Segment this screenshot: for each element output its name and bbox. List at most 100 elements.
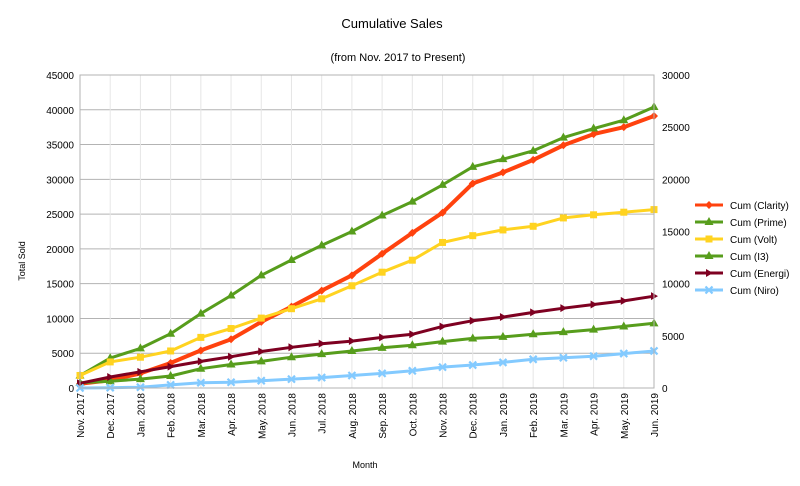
series-point: [136, 353, 144, 361]
series-point: [620, 208, 628, 216]
series-point: [409, 330, 417, 339]
legend-item: Cum (Niro): [695, 285, 779, 297]
series-point: [619, 321, 629, 330]
series-point: [468, 179, 477, 188]
series-line: [78, 321, 656, 385]
series-point: [197, 333, 205, 341]
series-point: [528, 329, 538, 338]
chart-subtitle: (from Nov. 2017 to Present): [331, 52, 466, 64]
series-point: [620, 296, 628, 305]
series-point: [589, 123, 599, 132]
series-point: [348, 282, 356, 290]
series-point: [317, 286, 326, 295]
series-line: [78, 349, 656, 390]
legend-swatch-marker: [704, 285, 714, 295]
series-point: [377, 342, 387, 351]
series-line: [78, 208, 656, 377]
series-point: [256, 356, 266, 365]
x-tick-label: Mar. 2018: [197, 393, 208, 438]
series-point: [379, 333, 387, 342]
series-point: [136, 382, 145, 392]
y-tick-label: 35000: [46, 141, 74, 152]
y2-tick-label: 15000: [662, 228, 690, 239]
x-tick-label: Jun. 2019: [650, 393, 661, 437]
series-point: [469, 232, 477, 240]
series-point: [226, 290, 236, 299]
series-point: [377, 369, 387, 378]
x-tick-label: Jan. 2018: [136, 393, 147, 437]
series-point: [347, 371, 357, 380]
series-point: [619, 115, 629, 124]
series-point: [318, 339, 326, 348]
legend: Cum (Clarity) Cum (Prime) Cum (Volt) Cum (I…: [695, 201, 789, 297]
y2-tick-label: 5000: [662, 332, 685, 343]
grid-lines: [79, 74, 655, 389]
series-point: [408, 228, 417, 237]
series-point: [528, 355, 538, 364]
series-point: [135, 343, 145, 352]
x-tick-label: Feb. 2019: [529, 393, 540, 438]
series-point: [589, 130, 598, 139]
series-point: [287, 374, 296, 384]
series-point: [528, 145, 538, 154]
y-tick-label: 5000: [52, 349, 75, 360]
series-point: [468, 161, 478, 170]
series-point: [438, 362, 447, 372]
series-point: [317, 349, 327, 358]
series-point: [196, 346, 205, 355]
x-tick-label: May. 2019: [620, 393, 631, 439]
series-point: [530, 308, 538, 317]
chart-title: Cumulative Sales: [341, 16, 443, 31]
legend-item: Cum (Clarity): [695, 201, 789, 212]
series-point: [226, 359, 236, 368]
series-point: [469, 316, 477, 325]
y2-tick-label: 20000: [662, 175, 690, 186]
y-tick-label: 20000: [46, 245, 74, 256]
series-point: [317, 240, 327, 249]
series-point: [498, 358, 508, 367]
series-point: [408, 256, 416, 264]
y2-tick-label: 30000: [662, 71, 690, 82]
series-point: [256, 376, 266, 385]
series-group: [75, 101, 659, 379]
x-tick-label: Jul. 2018: [318, 393, 329, 434]
legend-swatch-marker: [704, 217, 714, 225]
series-point: [196, 363, 206, 372]
series-point: [407, 196, 417, 205]
y-tick-label: 40000: [46, 106, 74, 117]
series-point: [228, 352, 236, 361]
series-point: [408, 366, 417, 376]
legend-swatch-marker: [705, 201, 713, 209]
y-tick-label: 25000: [46, 210, 74, 221]
legend-swatch-marker: [705, 235, 713, 243]
series-point: [590, 300, 598, 309]
series-point: [226, 377, 236, 387]
series-point: [468, 360, 478, 370]
series-point: [407, 340, 417, 349]
series-point: [498, 331, 508, 340]
y-tick-label: 30000: [46, 175, 74, 186]
series-point: [286, 255, 296, 264]
x-tick-label: Jan. 2019: [499, 393, 510, 437]
series-point: [105, 376, 115, 385]
y-tick-label: 15000: [46, 280, 74, 291]
series-point: [498, 154, 508, 163]
x-axis-title: Month: [352, 460, 377, 470]
legend-label: Cum (I3): [730, 252, 769, 263]
series-point: [196, 378, 206, 388]
legend-item: Cum (Volt): [695, 235, 777, 246]
series-point: [166, 371, 176, 380]
series-point: [498, 168, 507, 177]
x-tick-label: Apr. 2018: [227, 393, 238, 436]
series-point: [439, 322, 447, 331]
series-point: [439, 238, 447, 246]
series-point: [227, 325, 235, 333]
legend-label: Cum (Niro): [730, 286, 779, 297]
x-tick-label: Dec. 2017: [106, 393, 117, 439]
series-point: [167, 347, 175, 355]
y2-tick-label: 0: [662, 384, 668, 395]
series-group: [76, 206, 658, 379]
series-point: [499, 226, 507, 234]
y-axis-title: Total Sold: [17, 241, 27, 281]
